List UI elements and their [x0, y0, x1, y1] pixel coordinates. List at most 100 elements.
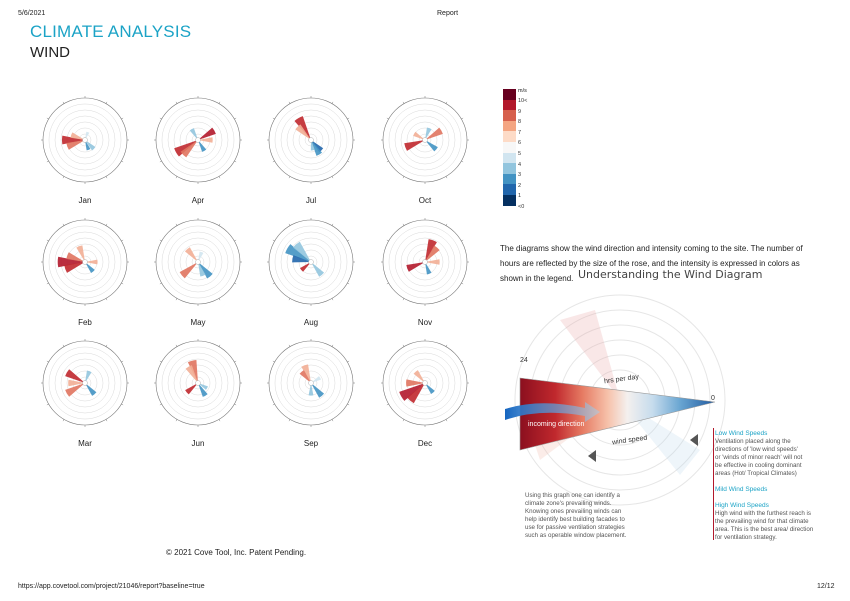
rose-month-label: Nov	[417, 318, 433, 327]
wind-rose-jun	[154, 339, 242, 427]
rose-petal	[425, 127, 443, 140]
rose-petal	[295, 124, 311, 140]
wind-rose-feb	[41, 218, 129, 306]
rose-petal	[85, 262, 95, 274]
rose-month-label: May	[190, 318, 206, 327]
legend-label: 7	[518, 129, 522, 136]
rose-petal	[189, 128, 198, 140]
rose-petal	[57, 256, 85, 268]
rose-petal	[404, 140, 425, 151]
rose-month-label: Mar	[78, 439, 92, 448]
label-24: 24	[520, 357, 528, 364]
rose-petal	[425, 383, 435, 395]
rose-petal	[64, 262, 85, 273]
notes-rule	[713, 428, 718, 540]
mild-wind-title: Mild Wind Speeds	[715, 486, 768, 493]
rose-petal	[198, 127, 216, 140]
low-wind-title: Low Wind Speeds	[715, 430, 768, 437]
rose-petal	[299, 370, 311, 383]
rose-petal	[65, 383, 85, 397]
legend-label: 3	[518, 172, 522, 179]
low-wind-text: Ventilation placed along the directions o…	[715, 438, 803, 477]
rose-petal	[311, 383, 325, 398]
legend-label: 9	[518, 108, 522, 115]
rose-petal	[198, 251, 204, 262]
legend-label: 4	[518, 161, 522, 168]
rose-petal	[425, 259, 440, 265]
page-subtitle: WIND	[30, 44, 70, 61]
page-number: 12/12	[817, 583, 835, 590]
rose-petal	[399, 383, 425, 401]
rose-petal	[293, 241, 311, 262]
rose-petal	[185, 365, 198, 383]
rose-petal	[198, 137, 213, 143]
rose-petal	[406, 379, 425, 387]
legend-swatch	[503, 194, 516, 206]
legend-swatch	[503, 89, 516, 100]
rose-petal	[66, 140, 85, 150]
rose-petal	[85, 259, 98, 265]
page-url: https://app.covetool.com/project/21046/r…	[18, 583, 205, 590]
wind-rose-oct	[381, 96, 469, 184]
legend-swatch	[503, 110, 516, 121]
wind-rose-dec	[381, 339, 469, 427]
wind-rose-apr	[154, 96, 242, 184]
rose-month-label: Apr	[191, 196, 205, 205]
rose-petal	[425, 140, 438, 152]
rose-petal	[180, 140, 198, 158]
wind-rose-jul	[267, 96, 355, 184]
rose-petal	[311, 262, 325, 277]
rose-petal	[308, 383, 314, 396]
wind-rose-nov	[381, 218, 469, 306]
rose-petal	[198, 262, 213, 279]
rose-petal	[76, 245, 85, 262]
legend-label: 5	[518, 151, 522, 157]
rose-month-label: Dec	[417, 439, 433, 448]
rose-petal	[198, 383, 208, 397]
wind-rose-aug	[267, 218, 355, 306]
rose-petal	[65, 369, 85, 383]
rose-petal	[285, 244, 311, 262]
rose-petal	[198, 383, 208, 390]
rose-petal	[311, 140, 323, 156]
wind-rose-mar	[41, 339, 129, 427]
rose-petal	[425, 245, 440, 262]
wind-rose-sep	[267, 339, 355, 427]
wind-rose-jan	[41, 96, 129, 184]
rose-petal	[425, 127, 432, 140]
rose-petal	[198, 140, 207, 152]
rose-petal	[70, 132, 85, 140]
rose-month-label: Aug	[303, 318, 319, 327]
rose-petal	[85, 370, 92, 383]
legend-swatch	[503, 184, 516, 195]
legend-label: 1	[518, 193, 522, 200]
high-wind-text: High wind with the furthest reach is the …	[715, 510, 814, 541]
legend-swatch	[503, 152, 516, 164]
rose-petal	[85, 140, 91, 151]
rose-petal	[311, 140, 324, 153]
rose-month-label: Sep	[303, 439, 319, 448]
rose-petal	[184, 247, 198, 262]
rose-petal	[413, 131, 425, 140]
incoming-arrow	[505, 402, 600, 422]
speed-marker-left	[588, 450, 596, 462]
rose-petal	[406, 262, 425, 272]
legend-swatch	[503, 131, 516, 142]
copyright: © 2021 Cove Tool, Inc. Patent Pending.	[166, 548, 307, 557]
label-0: 0	[711, 395, 715, 402]
print-date: 5/6/2021	[18, 10, 46, 17]
using-graph-text: Using this graph one can identify a clima…	[525, 492, 627, 539]
speed-legend	[503, 89, 516, 206]
legend-swatch	[503, 173, 516, 185]
print-title: Report	[437, 10, 459, 17]
rose-petal	[425, 262, 432, 275]
rose-petal	[66, 252, 85, 262]
legend-swatch	[503, 120, 516, 132]
rose-month-label: Feb	[78, 318, 92, 327]
rose-petal	[185, 383, 198, 395]
legend-label: 6	[518, 140, 522, 147]
diagram-title: Understanding the Wind Diagram	[578, 268, 763, 281]
rose-month-label: Jan	[78, 196, 92, 205]
rose-petal	[61, 135, 85, 145]
rose-petal	[301, 364, 311, 383]
